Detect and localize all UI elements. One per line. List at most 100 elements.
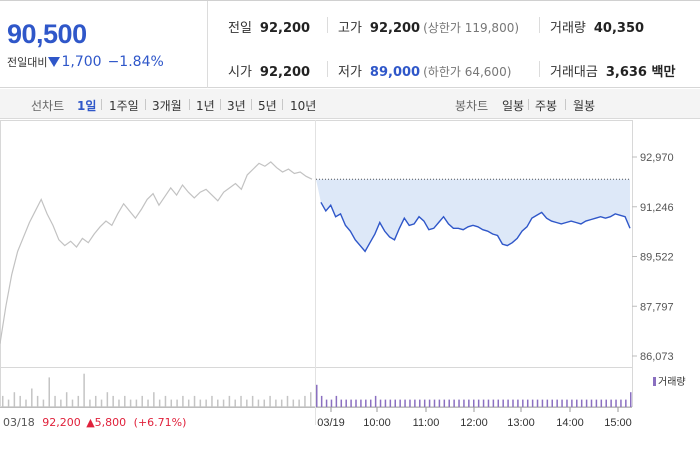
y-tick-label: 87,797	[640, 301, 674, 313]
prev-volume-bar	[199, 399, 202, 407]
today-volume-bar	[335, 395, 338, 407]
chart-frame	[0, 120, 633, 407]
x-tick-label: 13:00	[507, 417, 535, 429]
prev-volume-bar	[106, 392, 109, 407]
today-volume-bar	[551, 399, 553, 407]
prev-volume-bar	[7, 399, 10, 407]
current-price-box: 90,500 전일대비 1,700 −1.84%	[0, 1, 208, 88]
low-label: 저가	[338, 65, 362, 80]
prev-volume-bar	[135, 399, 138, 407]
high-value: 92,200	[369, 21, 421, 36]
prev-volume-bar	[94, 395, 97, 407]
prev-volume-bar	[310, 392, 312, 407]
prev-volume-bar	[42, 399, 45, 407]
x-tick-label: 12:00	[460, 417, 488, 429]
prev-day-date: 03/18	[3, 416, 35, 429]
prev-volume-bar	[176, 399, 178, 407]
candle-daily[interactable]: 일봉	[502, 99, 525, 113]
volume-legend: 거래량	[653, 373, 686, 388]
prev-volume-bar	[205, 399, 207, 407]
today-volume-bar	[576, 399, 578, 407]
today-volume-bar	[487, 399, 490, 407]
price-chart: 92,970 91,246 89,522 87,797 86,073 03/19 10:00…	[0, 120, 700, 450]
period-1y[interactable]: 1년	[196, 99, 215, 113]
low-cell: 저가 89,000 (하한가 64,600)	[338, 61, 511, 80]
x-tick-label: 10:00	[363, 417, 391, 429]
price-chart-svg: 92,970 91,246 89,522 87,797 86,073 03/19 10:00…	[0, 120, 674, 429]
prev-volume-bar	[257, 399, 260, 407]
prev-volume-bar	[36, 395, 39, 407]
today-volume-bar	[330, 399, 333, 407]
today-volume-bar	[340, 399, 343, 407]
today-volume-bar	[625, 399, 627, 407]
turnover-cell: 거래대금 3,636 백만	[550, 61, 675, 80]
today-volume-bar	[414, 399, 416, 407]
volume-label: 거래량	[550, 21, 586, 36]
today-volume-bar	[497, 399, 500, 407]
today-volume-bar	[433, 399, 436, 407]
upper-limit: (상한가 119,800)	[423, 21, 520, 35]
today-volume-bar	[394, 399, 396, 407]
prev-volume-bar	[240, 395, 242, 407]
period-5y[interactable]: 5년	[258, 99, 277, 113]
prev-close-value: 92,200	[259, 21, 311, 36]
period-3y[interactable]: 3년	[227, 99, 246, 113]
period-3m[interactable]: 3개월	[152, 99, 182, 113]
prev-volume-bar	[48, 377, 50, 407]
prev-volume-bar	[124, 395, 126, 407]
prev-day-price-line	[0, 161, 313, 344]
x-tick-label: 03/19	[317, 417, 345, 429]
today-volume-bar	[428, 399, 431, 407]
price-change: 전일대비 1,700 −1.84%	[7, 54, 164, 70]
change-amount: 1,700	[61, 54, 102, 70]
today-volume-bar	[482, 399, 485, 407]
period-1w[interactable]: 1주일	[109, 99, 139, 113]
y-tick-label: 86,073	[640, 351, 674, 363]
prev-volume-bar	[100, 399, 103, 407]
prev-volume-bar	[182, 395, 184, 407]
chart-period-bar: 선차트 1일 1주일 3개월 1년 3년 5년 10년 봉차트 일봉 주봉 월봉	[0, 89, 700, 119]
prev-volume-bar	[83, 373, 85, 407]
today-volume-bar	[369, 399, 372, 407]
prev-volume-bar	[118, 399, 120, 407]
volume-legend-label: 거래량	[658, 377, 686, 388]
prev-volume-bar	[304, 395, 306, 407]
today-volume-bar	[556, 399, 558, 407]
prev-day-up-icon: ▲	[86, 416, 95, 429]
today-volume-bar	[492, 399, 495, 407]
candle-chart-label: 봉차트	[455, 99, 489, 113]
candle-monthly[interactable]: 월봉	[573, 99, 596, 113]
prev-volume-bar	[112, 395, 114, 407]
today-volume-bar	[384, 399, 387, 407]
today-volume-bar	[571, 399, 573, 407]
x-tick-label: 15:00	[604, 417, 632, 429]
prev-volume-bar	[298, 399, 300, 407]
prev-volume-bar	[158, 399, 161, 407]
prev-volume-bar	[25, 399, 27, 407]
prev-day-close: 92,200	[42, 416, 81, 429]
open-label: 시가	[228, 65, 252, 80]
today-volume-bar	[566, 399, 568, 407]
today-volume-bar	[541, 399, 544, 407]
today-volume-bar	[350, 399, 352, 407]
quote-summary: 90,500 전일대비 1,700 −1.84% 전일 92,200 고가 92,200…	[0, 0, 700, 88]
today-volume-bar	[536, 399, 539, 407]
prev-volume-bar	[246, 399, 248, 407]
prev-volume-bar	[292, 399, 295, 407]
prev-volume-bar	[60, 399, 62, 407]
line-chart-label: 선차트	[31, 99, 65, 113]
current-price: 90,500	[7, 19, 87, 49]
candle-weekly[interactable]: 주봉	[535, 99, 558, 113]
period-10y[interactable]: 10년	[290, 99, 317, 113]
period-1d[interactable]: 1일	[77, 99, 97, 113]
open-cell: 시가 92,200	[228, 61, 310, 80]
prev-volume-bar	[77, 395, 80, 407]
prev-volume-bar	[129, 399, 132, 407]
x-tick-label: 11:00	[413, 417, 440, 429]
prev-volume-bar	[65, 392, 68, 407]
prev-volume-bar	[54, 395, 56, 407]
change-percent: −1.84%	[107, 54, 164, 70]
prev-volume-bar	[141, 395, 143, 407]
today-volume-bar	[561, 399, 563, 407]
today-volume-bar	[620, 399, 622, 407]
